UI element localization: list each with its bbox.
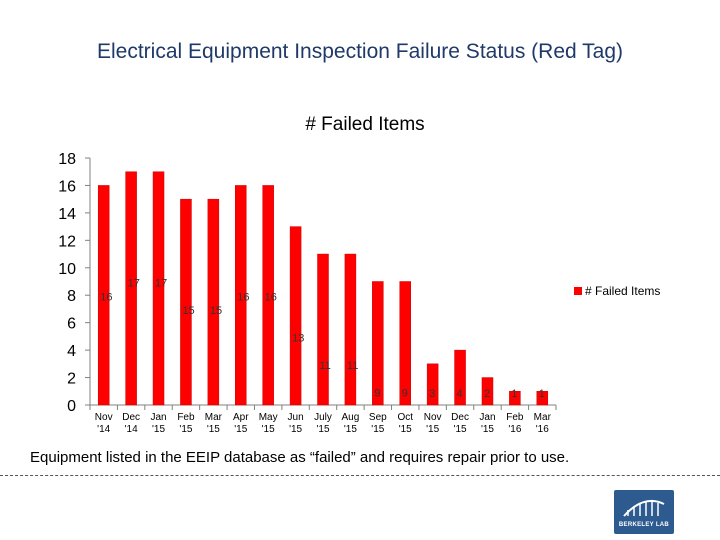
- x-tick-label: Jan '15: [150, 412, 166, 435]
- lab-building-icon: [623, 500, 665, 517]
- x-tick-label: Dec '15: [451, 412, 469, 435]
- bar: [180, 198, 192, 406]
- bar: [125, 171, 137, 406]
- legend-swatch: [574, 287, 582, 295]
- bar: [536, 391, 549, 406]
- berkeley-lab-logo: BERKELEY LAB: [614, 490, 674, 534]
- data-label: 15: [210, 305, 222, 317]
- y-tick-label: 8: [67, 288, 76, 305]
- x-tick-label: Aug '15: [342, 412, 360, 435]
- x-tick-label: Dec '14: [122, 412, 140, 435]
- x-tick-label: Sep '15: [369, 412, 387, 435]
- bar: [235, 185, 247, 406]
- y-tick-label: 6: [67, 316, 76, 333]
- x-tick-label: Apr '15: [233, 412, 249, 435]
- y-axis: 0 2 4 6 8 10 12 14 16 18: [58, 151, 91, 415]
- y-tick-label: 12: [58, 233, 76, 250]
- y-tick-label: 4: [67, 343, 76, 360]
- bar: [399, 281, 411, 406]
- data-label: 9: [374, 388, 380, 400]
- x-tick-label: May '15: [259, 412, 278, 435]
- data-label: 3: [429, 388, 435, 400]
- x-tick-label: Jun '15: [288, 412, 304, 435]
- data-label: 11: [320, 360, 331, 372]
- bar: [317, 253, 329, 406]
- data-label: 15: [182, 305, 194, 317]
- bar: [289, 226, 302, 406]
- bar: [509, 391, 521, 406]
- data-label: 16: [265, 291, 277, 303]
- x-tick-label: Nov '14: [95, 412, 113, 435]
- x-tick-label: Mar '16: [534, 412, 552, 435]
- x-tick-label: Feb '16: [506, 412, 524, 435]
- bar: [426, 363, 439, 406]
- data-label: 11: [347, 360, 358, 372]
- legend: # Failed Items: [574, 284, 660, 298]
- x-tick-label: Feb '15: [177, 412, 195, 435]
- x-tick-label: July '15: [314, 412, 332, 435]
- bar: [262, 185, 274, 406]
- y-tick-label: 10: [58, 261, 76, 278]
- x-tick-label: Nov '15: [424, 412, 442, 435]
- x-tick-label: Mar '15: [205, 412, 223, 435]
- chart-title: # Failed Items: [305, 114, 424, 135]
- data-label: 1: [539, 388, 545, 400]
- y-tick-label: 16: [58, 178, 76, 195]
- data-label: 17: [155, 278, 167, 290]
- data-label: 4: [457, 388, 463, 400]
- divider: [0, 475, 720, 476]
- bar: [97, 185, 110, 406]
- bar: [454, 349, 466, 406]
- x-axis: Nov '14 Dec '14 Jan '15 Feb '15 Mar '15 Apr '15 May '…: [89, 404, 557, 435]
- data-label: 16: [237, 291, 249, 303]
- data-label: 9: [402, 388, 408, 400]
- bar: [344, 253, 357, 406]
- y-tick-label: 2: [67, 371, 76, 388]
- x-tick-label: Oct '15: [397, 412, 413, 435]
- data-label: 17: [128, 278, 140, 290]
- footnote: Equipment listed in the EEIP database as…: [30, 449, 570, 466]
- data-label: 16: [100, 291, 112, 303]
- x-tick-label: Jan '15: [479, 412, 495, 435]
- logo-text: BERKELEY LAB: [618, 522, 670, 528]
- y-tick-label: 0: [67, 398, 76, 415]
- data-label: 2: [484, 388, 490, 400]
- data-label: 13: [292, 333, 304, 345]
- data-label: 1: [511, 388, 517, 400]
- legend-label: # Failed Items: [585, 284, 660, 298]
- y-tick-label: 14: [58, 206, 76, 223]
- bar: [207, 198, 220, 406]
- bar: [152, 171, 165, 406]
- slide-title: Electrical Equipment Inspection Failure …: [96, 40, 624, 63]
- bar: [372, 281, 384, 406]
- y-tick-label: 18: [58, 151, 76, 168]
- bar: [481, 377, 494, 406]
